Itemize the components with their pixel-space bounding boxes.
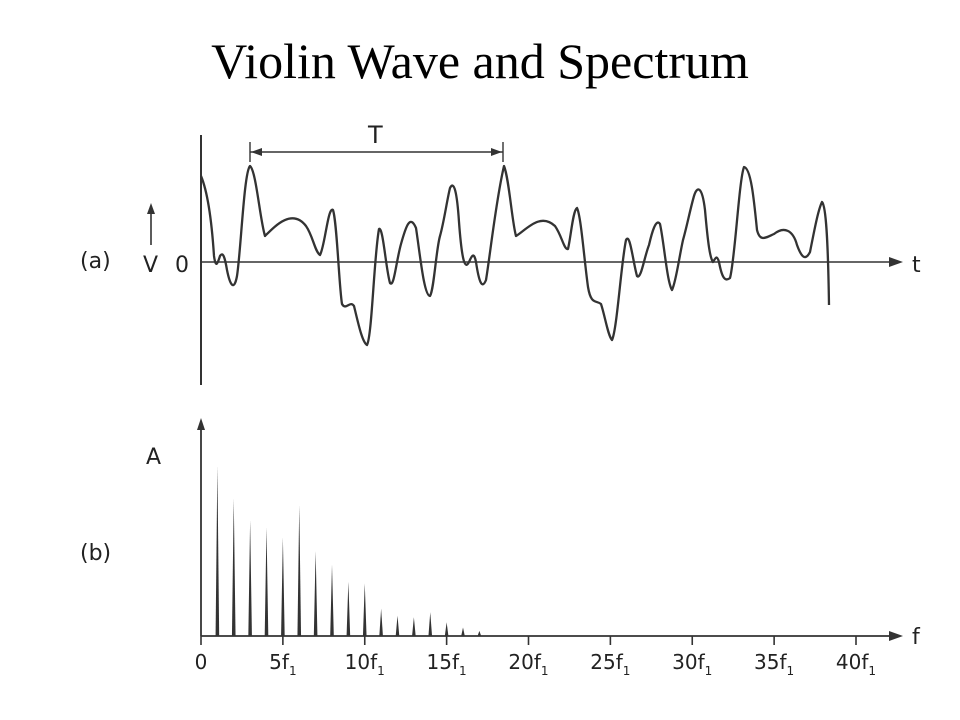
f-axis-tick-label-25: 25f1: [590, 650, 630, 678]
f-axis-tick-label-10: 10f1: [345, 650, 385, 678]
period-label: T: [367, 121, 383, 149]
waveform-y-label: V: [143, 253, 158, 278]
waveform-zero-label: 0: [175, 253, 189, 278]
harmonic-line-7: [313, 551, 318, 636]
spectrum-ticks: 0 5f1 10f1 15f1 20f1 25f1 30f1 35f1 40f1: [195, 636, 876, 678]
period-arrow-right: [491, 148, 502, 156]
harmonic-line-4: [264, 527, 269, 636]
harmonic-line-11: [379, 608, 383, 636]
harmonic-line-13: [412, 617, 416, 636]
waveform-panel-label: (a): [80, 249, 111, 274]
harmonic-line-14: [428, 612, 433, 636]
f-axis-tick-label-35: 35f1: [754, 650, 794, 678]
f-axis-tick-label-15: 15f1: [427, 650, 467, 678]
harmonic-line-3: [248, 520, 252, 636]
f-axis-tick-label-30: 30f1: [672, 650, 712, 678]
harmonic-line-12: [395, 615, 400, 636]
waveform-panel: (a) V 0 t T: [80, 121, 921, 385]
harmonic-line-2: [231, 498, 236, 636]
f-axis-tick-label-20: 20f1: [508, 650, 548, 678]
harmonic-line-9: [346, 581, 351, 636]
violin-waveform-curve: [199, 164, 831, 347]
spectrum-x-label: f: [912, 625, 921, 650]
period-arrow-left: [251, 148, 262, 156]
f-axis-arrowhead: [889, 631, 903, 641]
spectrum-panel: (b) A f 0 5f1 10f1 15f1 20f1 25f1 30f1 35f1 40f1: [80, 418, 921, 678]
t-axis-arrowhead: [889, 257, 903, 267]
waveform-x-label: t: [912, 253, 921, 278]
harmonic-line-10: [362, 583, 367, 636]
harmonic-line-16: [461, 627, 465, 636]
spectrum-panel-label: (b): [80, 541, 111, 566]
v-arrow-head: [147, 203, 155, 214]
harmonic-line-15: [444, 622, 449, 636]
slide-title: Violin Wave and Spectrum: [211, 33, 749, 89]
harmonic-line-17: [477, 630, 482, 636]
f-axis-tick-label-40: 40f1: [836, 650, 876, 678]
a-axis-arrowhead: [197, 418, 205, 430]
harmonic-line-8: [330, 564, 334, 636]
harmonic-line-1: [215, 466, 220, 636]
f-axis-tick-label-0: 0: [195, 650, 208, 674]
spectrum-y-label: A: [146, 445, 161, 470]
f-axis-tick-label-5: 5f1: [269, 650, 296, 678]
harmonic-line-5: [281, 537, 285, 636]
harmonic-line-6: [297, 505, 302, 636]
spectrum-bars: [215, 466, 482, 636]
